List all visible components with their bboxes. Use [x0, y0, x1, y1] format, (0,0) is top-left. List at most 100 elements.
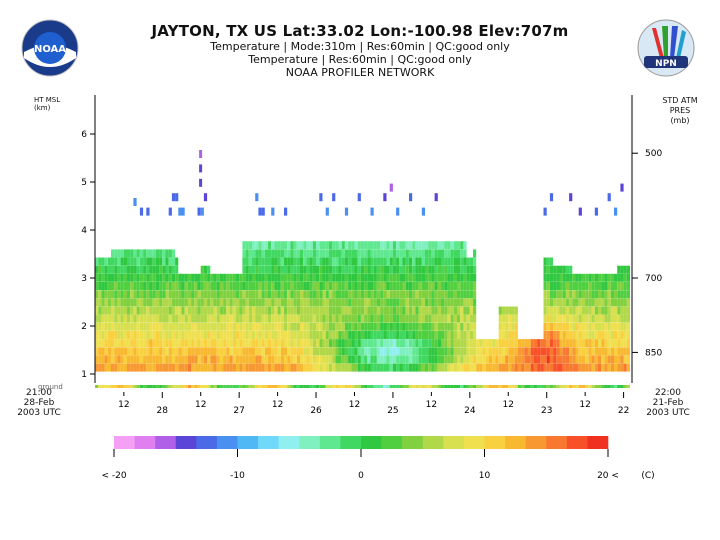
heatmap-cell: [255, 355, 259, 364]
heatmap-cell: [280, 306, 284, 315]
heatmap-cell: [296, 306, 300, 315]
ground-cell: [245, 385, 249, 388]
heatmap-cell: [155, 257, 160, 266]
heatmap-cell: [389, 347, 393, 356]
heatmap-cell: [581, 306, 586, 315]
ground-cell: [457, 385, 461, 388]
heatmap-cell: [258, 282, 262, 290]
heatmap-cell: [136, 331, 140, 339]
heatmap-cell: [402, 265, 406, 274]
heatmap-cell: [460, 273, 464, 282]
ground-cell: [569, 385, 573, 388]
heatmap-cell: [255, 298, 259, 307]
heatmap-cell: [399, 298, 403, 307]
heatmap-cell: [511, 347, 515, 356]
heatmap-cell: [155, 306, 160, 315]
heatmap-cell: [245, 331, 249, 339]
heatmap-cell: [312, 241, 316, 250]
heatmap-cell: [415, 355, 419, 364]
heatmap-cell: [373, 322, 377, 331]
heatmap-cell: [120, 363, 124, 372]
heatmap-cell: [607, 273, 611, 282]
heatmap-cell: [316, 355, 320, 364]
colorbar-swatch: [546, 436, 568, 449]
heatmap-cell: [585, 290, 589, 299]
heatmap-cell: [572, 273, 576, 282]
heatmap-cell: [322, 298, 326, 307]
heatmap-cell: [549, 322, 554, 331]
heatmap-cell: [405, 331, 409, 339]
heatmap-cell: [303, 290, 307, 299]
heatmap-cell: [178, 347, 182, 356]
heatmap-cell: [264, 290, 268, 299]
heatmap-cell: [261, 306, 265, 315]
heatmap-cell: [431, 331, 435, 339]
heatmap-cell: [617, 355, 621, 364]
heatmap-cell: [373, 282, 377, 290]
heatmap-cell: [136, 339, 140, 348]
heatmap-cell: [495, 339, 499, 348]
heatmap-cell: [421, 207, 425, 216]
heatmap-cell: [623, 347, 627, 356]
ground-cell: [441, 385, 445, 388]
heatmap-cell: [136, 249, 140, 258]
heatmap-cell: [396, 290, 400, 299]
heatmap-cell: [521, 363, 525, 372]
heatmap-cell: [405, 265, 409, 274]
heatmap-cell: [626, 273, 630, 282]
heatmap-cell: [524, 363, 528, 372]
heatmap-cell: [101, 339, 105, 348]
ground-cell: [450, 385, 454, 388]
heatmap-cell: [389, 363, 393, 372]
heatmap-cell: [152, 306, 156, 315]
heatmap-cell: [168, 363, 172, 372]
heatmap-cell: [306, 282, 310, 290]
heatmap-cell: [421, 273, 425, 282]
heatmap-cell: [479, 347, 483, 356]
heatmap-cell: [450, 306, 454, 315]
heatmap-cell: [146, 273, 150, 282]
heatmap-cell: [280, 290, 284, 299]
heatmap-cell: [421, 331, 425, 339]
heatmap-cell: [473, 355, 477, 364]
heatmap-cell: [585, 363, 589, 372]
heatmap-cell: [191, 331, 195, 339]
heatmap-cell: [184, 273, 188, 282]
ground-cell: [242, 385, 246, 388]
heatmap-cell: [216, 322, 220, 331]
ground-cell: [271, 385, 275, 388]
heatmap-cell: [559, 363, 563, 372]
heatmap-cell: [441, 314, 445, 323]
heatmap-cell: [344, 322, 349, 331]
heatmap-cell: [572, 314, 576, 323]
heatmap-cell: [549, 290, 554, 299]
heatmap-cell: [252, 363, 256, 372]
ground-cell: [300, 385, 304, 388]
heatmap-cell: [450, 257, 454, 266]
heatmap-cell: [245, 298, 249, 307]
heatmap-cell: [601, 298, 605, 307]
heatmap-cell: [187, 314, 192, 323]
heatmap-cell: [303, 363, 307, 372]
heatmap-cell: [104, 347, 108, 356]
heatmap-cell: [437, 322, 441, 331]
heatmap-cell: [316, 363, 320, 372]
heatmap-cell: [607, 347, 611, 356]
heatmap-cell: [328, 241, 333, 250]
heatmap-cell: [98, 290, 102, 299]
heatmap-cell: [386, 355, 390, 364]
heatmap-cell: [287, 314, 291, 323]
heatmap-cell: [556, 347, 560, 356]
heatmap-cell: [546, 339, 550, 348]
heatmap-cell: [415, 241, 419, 250]
heatmap-cell: [290, 347, 294, 356]
heatmap-cell: [409, 282, 413, 290]
heatmap-cell: [127, 265, 131, 274]
heatmap-cell: [111, 363, 115, 372]
heatmap-cell: [133, 347, 137, 356]
heatmap-cell: [402, 314, 406, 323]
heatmap-cell: [447, 273, 451, 282]
heatmap-cell: [444, 282, 448, 290]
heatmap-cell: [492, 347, 496, 356]
heatmap-cell: [469, 347, 473, 356]
